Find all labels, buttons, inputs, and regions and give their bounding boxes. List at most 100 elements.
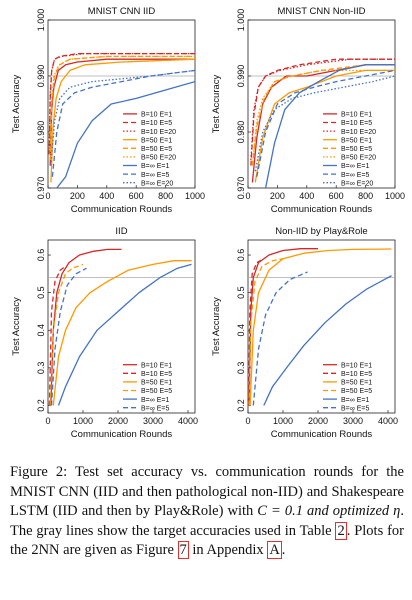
legend-label-b-50-e-1: B=50 E=1: [141, 380, 172, 387]
y-tick-label: 0.6: [236, 249, 246, 262]
legend-label-b-50-e-20: B=50 E=20: [141, 155, 176, 162]
chart-title: MNIST CNN Non-IID: [278, 6, 366, 17]
legend-label-b-10-e-20: B=10 E=20: [141, 129, 176, 136]
legend-label-b-10-e-5: B=10 E=5: [141, 371, 172, 378]
x-tick-label: 600: [329, 191, 344, 201]
legend-label-b-inf-e-1: B=∞ E=1: [141, 163, 169, 170]
y-tick-label: 0.3: [36, 362, 46, 375]
series-line-b-10-e-20: [250, 58, 395, 161]
series-group: [48, 248, 192, 406]
x-axis-label: Communication Rounds: [271, 429, 373, 440]
y-tick-label: 0.4: [236, 324, 246, 337]
legend-label-b-inf-e-20: B=∞ E=20: [341, 180, 373, 187]
y-tick-label: 1.000: [236, 9, 246, 32]
x-tick-label: 3000: [343, 416, 363, 426]
plot-frame: [247, 239, 396, 414]
x-tick-label: 400: [299, 191, 314, 201]
plot-frame: [47, 19, 196, 189]
legend-label-b-10-e-5: B=10 E=5: [341, 371, 372, 378]
chart-title: Non-IID by Play&Role: [275, 226, 367, 237]
legend-label-b-50-e-5: B=50 E=5: [141, 146, 172, 153]
legend-label-b-inf-e-5: B=∞ E=5: [141, 405, 169, 412]
legend-label-b-10-e-1: B=10 E=1: [141, 112, 172, 119]
x-tick-label: 0: [45, 191, 50, 201]
x-tick-label: 4000: [178, 416, 198, 426]
caption-text-2: . The gray lines show the target accurac…: [10, 503, 404, 539]
x-tick-label: 0: [245, 416, 250, 426]
chart-panel-mnist-cnn-iid: 0 200 400 600 800 1000 0.970 0.980 0.990 1.000 MNI…: [11, 6, 205, 215]
chart-panel-mnist-cnn-non-iid: 0 200 400 600 800 1000 0.970 0.980 0.990 1.000 MNI…: [211, 6, 405, 215]
series-line-b-50-e-5: [248, 258, 284, 406]
series-line-b-50-e-20: [49, 55, 195, 155]
figure-label: Figure 2:: [10, 464, 68, 480]
x-tick-label: 0: [45, 416, 50, 426]
series-line-b-inf-e-1: [57, 263, 192, 406]
legend-label-b-10-e-1: B=10 E=1: [341, 112, 372, 119]
x-tick-label: 800: [358, 191, 373, 201]
legend: B=10 E=1B=10 E=5 B=10 E=20B=50 E=1 B=50 E=…: [123, 112, 176, 187]
legend: B=10 E=1B=10 E=5 B=10 E=20B=50 E=1 B=50 E=…: [323, 112, 376, 187]
y-axis-label: Test Accuracy: [11, 297, 22, 356]
legend-label-b-50-e-5: B=50 E=5: [341, 388, 372, 395]
series-line-b-50-e-5: [49, 263, 84, 406]
figure-caption: Figure 2: Test set accuracy vs. communic…: [10, 463, 404, 561]
chart-title: IID: [115, 226, 127, 237]
legend-label-b-50-e-20: B=50 E=20: [341, 155, 376, 162]
legend-label-b-50-e-1: B=50 E=1: [141, 137, 172, 144]
x-tick-label: 1000: [273, 416, 293, 426]
x-tick-label: 2000: [108, 416, 128, 426]
y-tick-label: 0.2: [36, 399, 46, 412]
y-tick-label: 0.2: [236, 399, 246, 412]
series-line-b-inf-e-1: [264, 64, 395, 188]
x-tick-label: 1000: [73, 416, 93, 426]
y-tick-label: 0.970: [36, 177, 46, 200]
series-line-b-inf-e-20: [50, 69, 195, 166]
caption-text-5: .: [281, 542, 286, 558]
caption-text-1: Test set accuracy vs. communication roun…: [10, 464, 404, 519]
chart-panel-non-iid-by-play-role: 0 1000 2000 3000 4000 0.2 0.3 0.4 0.5 0.6 Non-IID …: [211, 226, 398, 440]
legend-label-b-50-e-1: B=50 E=1: [341, 380, 372, 387]
series-line-b-50-e-1: [254, 69, 395, 183]
legend-label-b-10-e-5: B=10 E=5: [141, 120, 172, 127]
x-axis-label: Communication Rounds: [71, 204, 173, 215]
appendix-reference-link[interactable]: A: [267, 541, 282, 559]
x-axis-label: Communication Rounds: [271, 204, 373, 215]
y-tick-label: 0.4: [36, 324, 46, 337]
series-line-b-50-e-5: [251, 64, 395, 166]
chart-title: MNIST CNN IID: [88, 6, 156, 17]
table-reference-link[interactable]: 2: [335, 521, 347, 540]
series-line-b-50-e-5: [49, 55, 195, 161]
y-tick-label: 0.980: [236, 121, 246, 144]
x-tick-label: 0: [245, 191, 250, 201]
caption-text-3: . Plots for the 2NN are given as Figure: [10, 522, 404, 559]
series-line-b-10-e-5: [48, 52, 195, 155]
x-axis-label: Communication Rounds: [71, 429, 173, 440]
x-tick-label: 2000: [308, 416, 328, 426]
legend-label-b-10-e-5: B=10 E=5: [341, 120, 372, 127]
series-line-b-10-e-5: [250, 58, 395, 166]
y-axis-label: Test Accuracy: [211, 74, 222, 133]
series-line-b-10-e-5: [48, 265, 66, 406]
series-line-b-10-e-1: [248, 248, 318, 406]
legend-label-b-inf-e-5: B=∞ E=5: [341, 405, 369, 412]
legend: B=10 E=1 B=10 E=5 B=50 E=1B=50 E=5 B=∞ E=1B…: [123, 362, 172, 412]
legend-label-b-inf-e-5: B=∞ E=5: [141, 172, 169, 179]
y-tick-label: 1.000: [36, 9, 46, 32]
legend-label-b-10-e-1: B=10 E=1: [141, 362, 172, 369]
series-line-b-10-e-1: [49, 58, 195, 166]
y-axis-label: Test Accuracy: [11, 74, 22, 133]
figure-2-charts: 0 200 400 600 800 1000 0.970 0.980 0.990 1.000 MNI…: [11, 6, 405, 440]
y-tick-label: 0.990: [236, 65, 246, 88]
y-tick-label: 0.5: [36, 286, 46, 299]
legend-label-b-50-e-5: B=50 E=5: [341, 146, 372, 153]
legend-label-b-50-e-1: B=50 E=1: [341, 137, 372, 144]
legend-label-b-inf-e-20: B=∞ E=20: [141, 180, 173, 187]
y-tick-label: 0.980: [36, 121, 46, 144]
x-tick-label: 1000: [385, 191, 405, 201]
series-group: [248, 248, 392, 406]
series-line-b-inf-e-1: [263, 275, 392, 406]
series-line-b-10-e-5: [248, 258, 265, 406]
x-tick-label: 200: [70, 191, 85, 201]
series-line-b-10-e-20: [48, 52, 195, 149]
figure-reference-link[interactable]: 7: [177, 541, 189, 559]
